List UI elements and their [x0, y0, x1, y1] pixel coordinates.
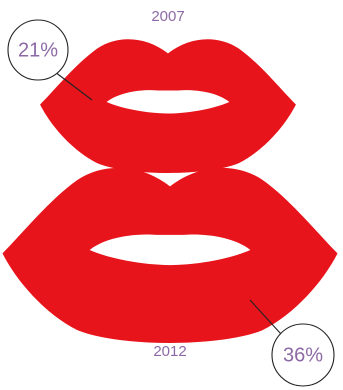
- lips-mark-2007: [40, 39, 296, 174]
- value-bubble-2007: [7, 19, 69, 81]
- leader-line-2012: [249, 299, 282, 335]
- leader-line-2007: [54, 71, 93, 101]
- year-label-2007: 2007: [151, 8, 184, 25]
- value-bubble-2012: [271, 323, 335, 387]
- label-layer: 2007 21% 2012 36%: [7, 8, 335, 387]
- lips-mark-2012: [2, 167, 338, 343]
- lips-series: [2, 39, 338, 343]
- year-label-2012: 2012: [153, 343, 186, 360]
- value-label-2012: 36%: [283, 344, 323, 366]
- value-label-2007: 21%: [18, 39, 58, 61]
